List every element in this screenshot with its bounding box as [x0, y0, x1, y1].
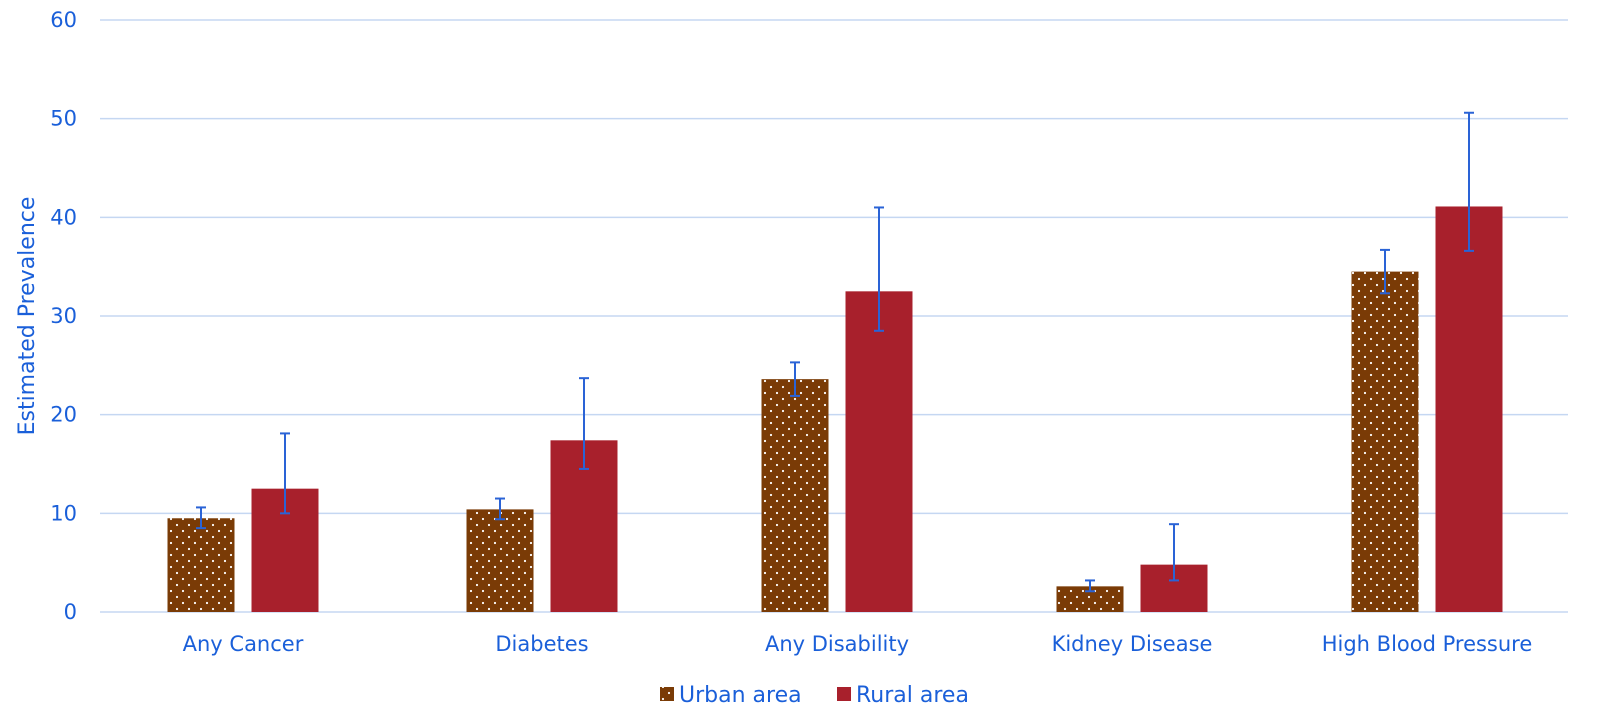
y-axis-ticks: 0 10 20 30 40 50 60: [50, 8, 77, 624]
bar-urban: [167, 518, 235, 612]
bar-urban: [466, 509, 534, 612]
error-bar: [1085, 579, 1095, 593]
error-bar: [579, 377, 589, 470]
bars: [167, 206, 1503, 613]
bar-rural: [845, 291, 913, 612]
x-axis-categories: Any Cancer Diabetes Any Disability Kidney D…: [183, 632, 1533, 656]
y-tick-label: 10: [50, 501, 77, 525]
error-bar: [1380, 248, 1390, 295]
y-tick-label: 60: [50, 8, 77, 32]
error-bar: [495, 497, 505, 521]
legend-swatch: [660, 687, 674, 701]
legend: Urban area Rural area: [660, 683, 969, 708]
x-category-label: Diabetes: [495, 632, 588, 656]
x-category-label: Any Cancer: [183, 632, 304, 656]
y-tick-label: 40: [50, 205, 77, 229]
x-category-label: Any Disability: [765, 632, 909, 656]
legend-label: Rural area: [856, 683, 969, 708]
legend-label: Urban area: [679, 683, 802, 708]
error-bar: [1464, 111, 1474, 252]
y-tick-label: 30: [50, 304, 77, 328]
error-bars: [196, 111, 1474, 593]
x-category-label: Kidney Disease: [1052, 632, 1213, 656]
x-category-label: High Blood Pressure: [1322, 632, 1533, 656]
error-bar: [790, 361, 800, 397]
y-tick-label: 50: [50, 107, 77, 131]
y-tick-label: 0: [64, 600, 77, 624]
bar-urban: [761, 379, 829, 612]
legend-swatch: [837, 687, 851, 701]
y-axis-title: Estimated Prevalence: [15, 197, 40, 436]
error-bar: [196, 506, 206, 530]
error-bar: [874, 206, 884, 332]
legend-item-rural: Rural area: [837, 683, 969, 708]
gridlines: [100, 19, 1568, 613]
y-tick-label: 20: [50, 403, 77, 427]
bar-rural: [1435, 206, 1503, 613]
legend-item-urban: Urban area: [660, 683, 802, 708]
error-bar: [280, 432, 290, 515]
error-bar: [1169, 523, 1179, 582]
bar-urban: [1351, 271, 1419, 612]
